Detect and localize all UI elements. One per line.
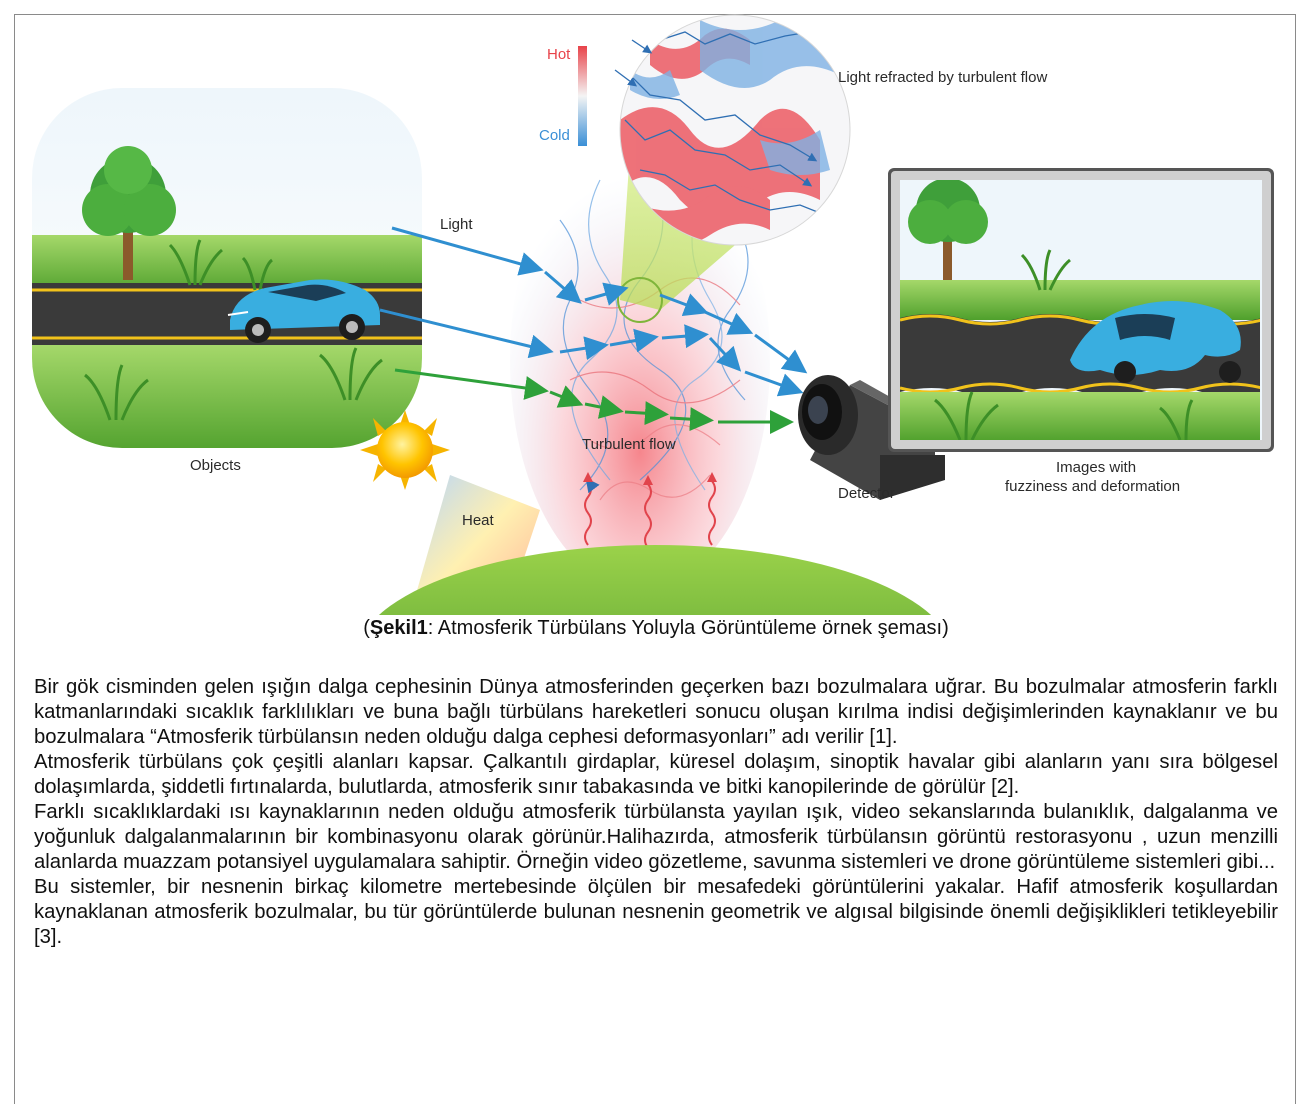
turbulent-flow-label: Turbulent flow — [582, 436, 676, 453]
detector-label: Detector — [838, 485, 895, 502]
cold-label: Cold — [539, 127, 570, 144]
caption-figure-number: Şekil1 — [369, 617, 428, 639]
page-frame — [14, 14, 1296, 1104]
body-text: Bir gök cisminden gelen ışığın dalga cep… — [34, 675, 1278, 950]
paragraph: Bir gök cisminden gelen ışığın dalga cep… — [34, 676, 1278, 748]
paragraph: Bu sistemler, bir nesnenin birkaç kilome… — [34, 876, 1278, 948]
caption-open: ( — [363, 617, 370, 639]
images-label-line2: fuzziness and deformation — [1005, 478, 1181, 495]
tree-icon — [82, 146, 176, 280]
hot-label: Hot — [547, 46, 571, 63]
figure-illustration — [32, 14, 1274, 615]
sun-icon — [360, 410, 450, 490]
figure-caption: (Şekil1: Atmosferik Türbülans Yoluyla Gö… — [0, 617, 1312, 640]
paragraph: Farklı sıcaklıklardaki ısı kaynaklarının… — [34, 801, 1278, 873]
ground-hill — [379, 545, 931, 615]
light-arrows — [379, 226, 808, 434]
turbulence-figure: Hot Cold Light refracted by turbulent fl… — [32, 14, 1274, 615]
objects-scene — [32, 88, 422, 448]
temperature-scale — [578, 46, 587, 146]
paragraph: Atmosferik türbülans çok çeşitli alanlar… — [34, 751, 1278, 798]
heat-label: Heat — [462, 512, 494, 529]
monitor-icon — [888, 168, 1274, 452]
light-label: Light — [440, 216, 473, 233]
caption-text: : Atmosferik Türbülans Yoluyla Görüntüle… — [427, 617, 949, 639]
car-icon — [227, 279, 380, 343]
images-label-line1: Images with — [1056, 459, 1137, 476]
objects-label: Objects — [190, 457, 241, 474]
light-refracted-label: Light refracted by turbulent flow — [838, 69, 1048, 86]
